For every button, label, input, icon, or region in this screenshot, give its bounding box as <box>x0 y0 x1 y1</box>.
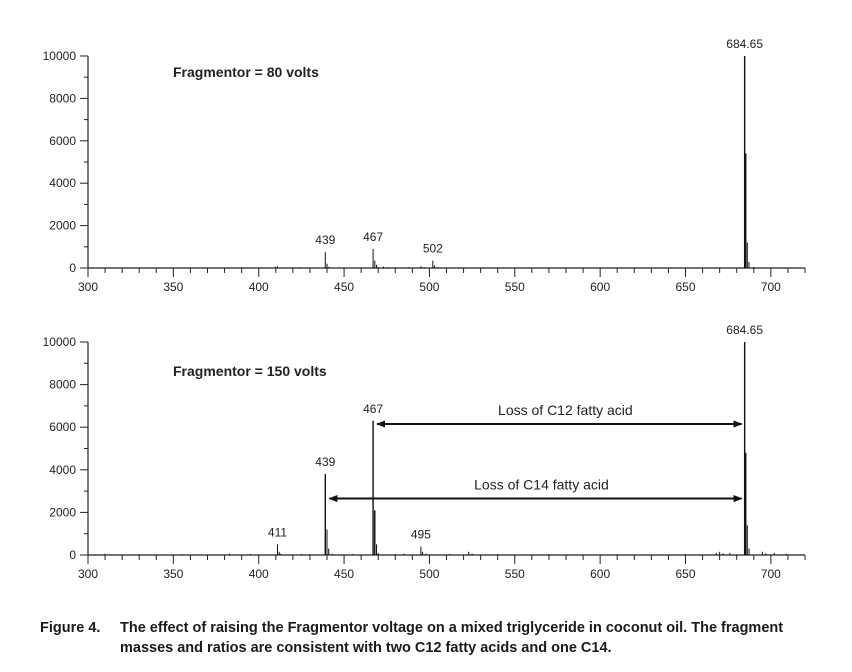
fragmentor-annotation: Fragmentor = 150 volts <box>173 363 327 379</box>
y-tick-label: 2000 <box>49 219 76 233</box>
x-tick-label: 500 <box>419 280 439 294</box>
spectrum-panel-80-volts: 0 2000 4000 6000 8000 10000 300 350 400 450 500 550… <box>43 37 806 294</box>
x-tick-label: 350 <box>163 280 183 294</box>
peak-label: 439 <box>315 455 335 469</box>
caption-text: The effect of raising the Fragmentor vol… <box>120 620 784 656</box>
peak-label: 684.65 <box>726 323 763 337</box>
peak-label: 467 <box>363 230 383 244</box>
figure-caption: Figure 4. The effect of raising the Frag… <box>40 618 830 658</box>
y-tick-label: 10000 <box>43 335 77 349</box>
x-tick-label: 400 <box>249 567 269 581</box>
x-tick-label: 700 <box>761 280 781 294</box>
x-tick-label: 450 <box>334 280 354 294</box>
y-tick-label: 6000 <box>49 420 76 434</box>
x-tick-label: 700 <box>761 567 781 581</box>
peak-label: 684.65 <box>726 37 763 51</box>
fragmentor-annotation: Fragmentor = 80 volts <box>173 64 319 80</box>
x-tick-label: 650 <box>675 567 695 581</box>
caption-label: Figure 4. <box>40 620 101 636</box>
arrow-label: Loss of C14 fatty acid <box>474 477 609 493</box>
y-tick-label: 6000 <box>49 134 76 148</box>
spectrum-panel-150-volts: 0 2000 4000 6000 8000 10000 300 350 400 450 500 550… <box>43 323 806 581</box>
x-tick-label: 550 <box>505 567 525 581</box>
x-tick-label: 300 <box>78 280 98 294</box>
y-tick-label: 4000 <box>49 176 76 190</box>
peak-label: 495 <box>411 527 431 541</box>
peak-label: 411 <box>268 525 287 539</box>
x-tick-label: 600 <box>590 567 610 581</box>
y-tick-label: 8000 <box>49 378 76 392</box>
y-tick-label: 4000 <box>49 463 76 477</box>
x-tick-label: 650 <box>675 280 695 294</box>
x-tick-label: 500 <box>419 567 439 581</box>
x-tick-label: 550 <box>505 280 525 294</box>
y-tick-label: 2000 <box>49 505 76 519</box>
y-tick-label: 0 <box>69 548 76 562</box>
y-tick-label: 8000 <box>49 91 76 105</box>
y-tick-label: 10000 <box>43 49 77 63</box>
peak-label: 467 <box>363 402 383 416</box>
x-tick-label: 400 <box>249 280 269 294</box>
x-tick-label: 600 <box>590 280 610 294</box>
x-tick-label: 350 <box>163 567 183 581</box>
y-tick-label: 0 <box>69 261 76 275</box>
peak-label: 502 <box>423 242 443 256</box>
peak-label: 439 <box>315 233 335 247</box>
arrow-label: Loss of C12 fatty acid <box>498 402 633 418</box>
x-tick-label: 300 <box>78 567 98 581</box>
x-tick-label: 450 <box>334 567 354 581</box>
